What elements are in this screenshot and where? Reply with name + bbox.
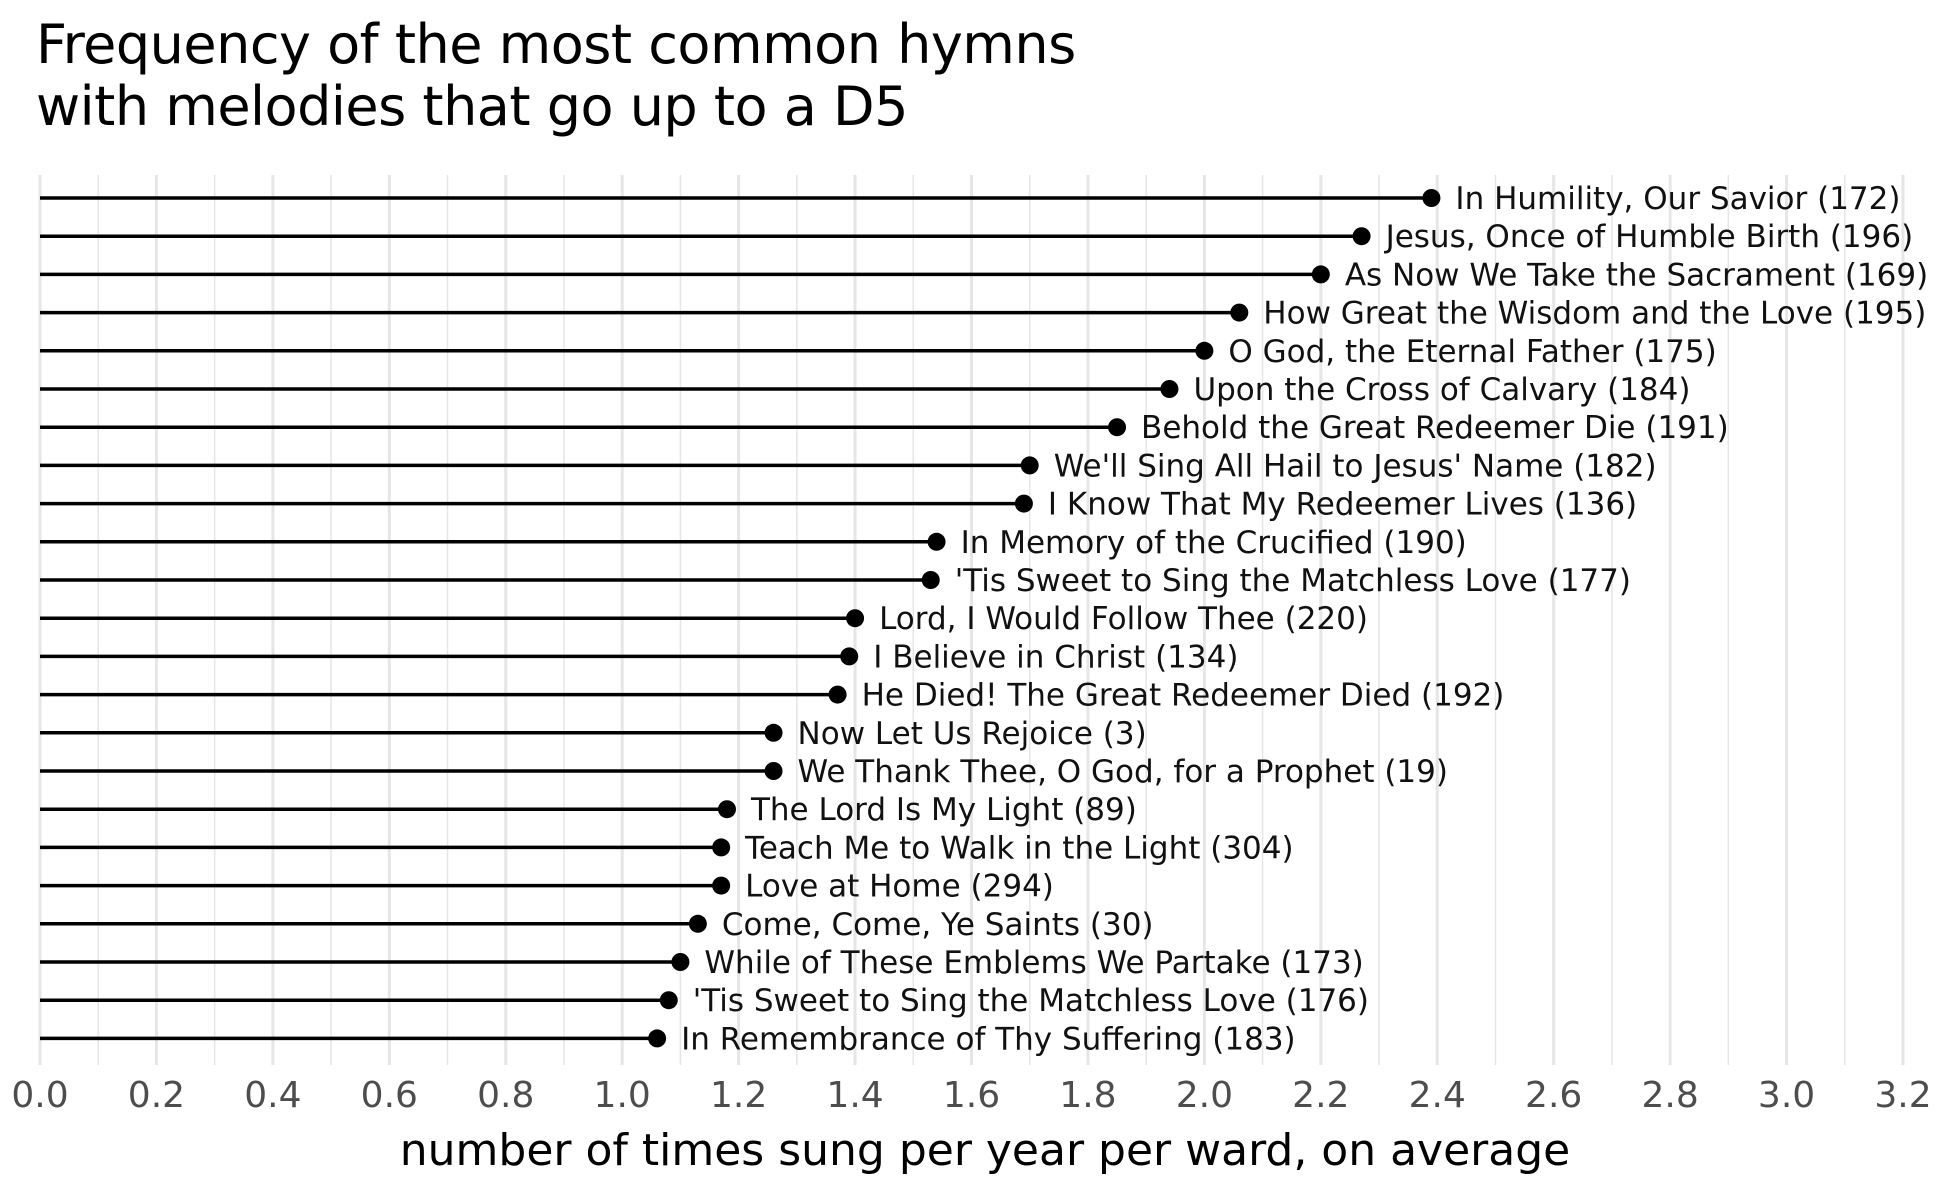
lollipop-dot — [648, 1029, 667, 1048]
lollipop-stems — [40, 196, 1432, 1041]
x-tick-label: 0.2 — [128, 1075, 185, 1116]
hymn-label: Teach Me to Walk in the Light (304) — [744, 830, 1293, 866]
hymn-label: As Now We Take the Sacrament (169) — [1345, 257, 1928, 293]
x-tick-label: 1.8 — [1059, 1075, 1116, 1116]
lollipop-dot — [828, 685, 847, 704]
lollipop-dot — [671, 953, 690, 971]
hymn-label: 'Tis Sweet to Sing the Matchless Love (1… — [955, 563, 1631, 599]
lollipop-dot — [1352, 227, 1371, 246]
chart-title-line-2: with melodies that go up to a D5 — [36, 75, 908, 138]
lollipop-dot — [927, 532, 946, 551]
lollipop-dot — [1195, 341, 1214, 360]
lollipop-dot — [1014, 494, 1033, 513]
hymn-label: O God, the Eternal Father (175) — [1228, 334, 1716, 370]
lollipop-dot — [688, 914, 707, 933]
hymn-label: How Great the Wisdom and the Love (195) — [1263, 296, 1926, 332]
lollipop-dot — [764, 723, 783, 742]
x-tick-label: 0.8 — [477, 1075, 534, 1116]
x-tick-label: 0.4 — [244, 1075, 301, 1116]
lollipop-dot — [921, 571, 940, 589]
hymn-label: I Know That My Redeemer Lives (136) — [1048, 487, 1637, 523]
hymn-label: We Thank Thee, O God, for a Prophet (19) — [798, 754, 1448, 790]
lollipop-dot — [712, 838, 731, 857]
x-tick-label: 2.6 — [1525, 1075, 1582, 1116]
x-axis-title: number of times sung per year per ward, … — [400, 1125, 1570, 1176]
hymn-label: Upon the Cross of Calvary (184) — [1193, 372, 1690, 408]
x-tick-label: 2.8 — [1641, 1075, 1698, 1116]
x-tick-label: 0.6 — [361, 1075, 418, 1116]
lollipop-dot — [1311, 265, 1330, 284]
bar-labels: In Humility, Our Savior (172)Jesus, Once… — [681, 181, 1928, 1057]
lollipop-dot — [1230, 303, 1249, 322]
x-tick-label: 2.0 — [1176, 1075, 1233, 1116]
lollipop-dot — [1160, 380, 1179, 398]
hymn-label: Love at Home (294) — [745, 869, 1054, 905]
hymn-label: He Died! The Great Redeemer Died (192) — [862, 678, 1505, 714]
lollipop-dot — [659, 991, 678, 1010]
hymn-label: In Remembrance of Thy Suffering (183) — [681, 1021, 1296, 1057]
x-tick-label: 1.4 — [826, 1075, 883, 1116]
hymn-label: Now Let Us Rejoice (3) — [798, 716, 1147, 752]
hymn-label: Behold the Great Redeemer Die (191) — [1141, 410, 1729, 446]
x-tick-label: 1.6 — [943, 1075, 1000, 1116]
lollipop-dot — [764, 762, 783, 780]
hymn-label: In Humility, Our Savior (172) — [1455, 181, 1900, 217]
x-tick-label: 1.0 — [594, 1075, 651, 1116]
chart-title-line-1: Frequency of the most common hymns — [36, 13, 1076, 76]
gridlines — [38, 175, 1905, 1065]
x-tick-label: 2.2 — [1292, 1075, 1349, 1116]
x-tick-label: 1.2 — [710, 1075, 767, 1116]
chart-title: Frequency of the most common hymns with … — [36, 14, 1076, 138]
lollipop-dot — [1108, 418, 1127, 437]
hymn-label: I Believe in Christ (134) — [873, 639, 1238, 675]
hymn-label: We'll Sing All Hail to Jesus' Name (182) — [1054, 448, 1657, 484]
x-axis-ticks: 0.0 0.2 0.4 0.6 0.8 1.0 1.2 1.4 1.6 1.8 2.0 2.2 2.4 2… — [11, 1075, 1931, 1116]
x-tick-label: 2.4 — [1409, 1075, 1466, 1116]
lollipop-dot — [1422, 189, 1441, 207]
hymn-label: The Lord Is My Light (89) — [750, 792, 1137, 828]
lollipop-dot — [840, 647, 859, 666]
hymn-label: While of These Emblems We Partake (173) — [704, 945, 1363, 981]
hymn-label: Lord, I Would Follow Thee (220) — [879, 601, 1368, 637]
hymn-label: In Memory of the Crucified (190) — [961, 525, 1467, 561]
lollipop-dot — [1020, 456, 1039, 475]
lollipop-dot — [846, 609, 865, 628]
lollipop-dot — [717, 800, 736, 819]
x-tick-label: 0.0 — [11, 1075, 68, 1116]
lollipop-dot — [712, 876, 731, 895]
x-tick-label: 3.2 — [1874, 1075, 1931, 1116]
hymn-label: 'Tis Sweet to Sing the Matchless Love (1… — [693, 983, 1369, 1019]
hymn-label: Jesus, Once of Humble Birth (196) — [1384, 219, 1914, 255]
x-tick-label: 3.0 — [1758, 1075, 1815, 1116]
lollipop-dots — [648, 189, 1441, 1048]
hymn-label: Come, Come, Ye Saints (30) — [722, 907, 1154, 943]
